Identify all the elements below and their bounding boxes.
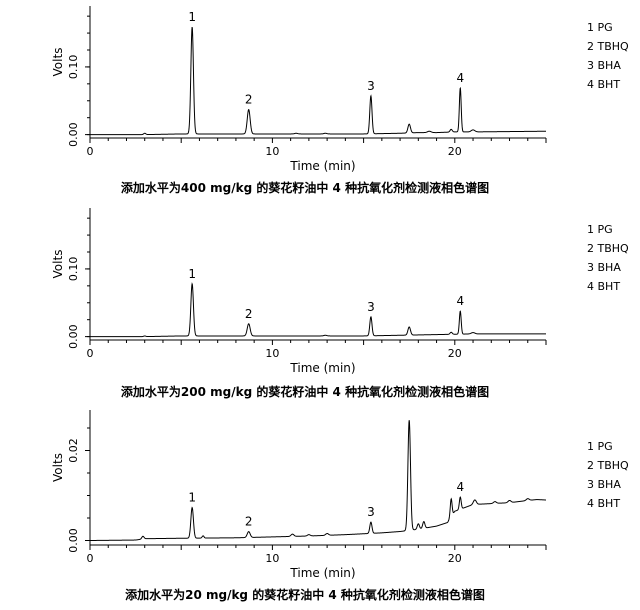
x-tick-label: 20 [448,347,462,360]
chart-panel-2: 0 10 20 0.00 0.10 Time (min) Volts 1 2 3 4 1 PG 2 TB… [51,208,629,399]
peak-label: 2 [245,93,253,107]
peak-label: 1 [188,267,196,281]
peak-label: 3 [367,79,375,93]
legend-entry: 4 BHT [587,78,620,91]
chromatogram-trace [90,420,547,541]
legend-entry: 3 BHA [587,478,621,491]
legend-entry: 2 TBHQ [587,242,629,255]
y-axis-title: Volts [51,453,65,482]
y-axis-title: Volts [51,48,65,77]
legend-entry: 1 PG [587,223,613,236]
legend-entry: 2 TBHQ [587,459,629,472]
x-tick-label: 20 [448,145,462,158]
x-axis-title: Time (min) [289,361,355,375]
peak-label: 3 [367,505,375,519]
peak-label: 4 [456,71,464,85]
y-axis-title: Volts [51,250,65,279]
chromatogram-trace [90,26,546,136]
legend-entry: 4 BHT [587,280,620,293]
legend-entry: 1 PG [587,440,613,453]
x-tick-label: 0 [87,552,94,565]
legend-entry: 4 BHT [587,497,620,510]
y-tick-label: 0.10 [67,55,80,80]
x-tick-label: 10 [265,347,279,360]
chart-caption: 添加水平为400 mg/kg 的葵花籽油中 4 种抗氧化剂检测液相色谱图 [121,180,489,195]
chart-panel-3: 0 10 20 0.00 0.02 Time (min) Volts 1 2 3 4 1 PG 2 TB… [51,410,629,602]
y-tick-label: 0.00 [67,324,80,349]
x-axis-title: Time (min) [289,159,355,173]
legend-entry: 3 BHA [587,59,621,72]
x-tick-label: 0 [87,347,94,360]
legend-entry: 3 BHA [587,261,621,274]
chromatogram-trace [90,282,546,338]
chart-caption: 添加水平为20 mg/kg 的葵花籽油中 4 种抗氧化剂检测液相色谱图 [125,587,485,602]
y-tick-label: 0.00 [67,528,80,553]
x-tick-label: 0 [87,145,94,158]
legend-entry: 2 TBHQ [587,40,629,53]
peak-label: 2 [245,307,253,321]
x-axis-title: Time (min) [289,566,355,580]
peak-label: 3 [367,300,375,314]
peak-label: 2 [245,515,253,529]
peak-label: 4 [456,480,464,494]
x-tick-label: 10 [265,145,279,158]
chart-caption: 添加水平为200 mg/kg 的葵花籽油中 4 种抗氧化剂检测液相色谱图 [121,384,489,399]
chart-panel-1: 0 10 20 0.00 0.10 Time (min) Volts 1 2 3 4 1 PG 2 TB… [51,6,629,195]
peak-label: 1 [188,10,196,24]
y-tick-label: 0.00 [67,122,80,147]
x-tick-label: 20 [448,552,462,565]
x-tick-label: 10 [265,552,279,565]
y-tick-label: 0.10 [67,257,80,282]
y-tick-label: 0.02 [67,438,80,463]
peak-label: 4 [456,294,464,308]
legend-entry: 1 PG [587,21,613,34]
peak-label: 1 [188,491,196,505]
